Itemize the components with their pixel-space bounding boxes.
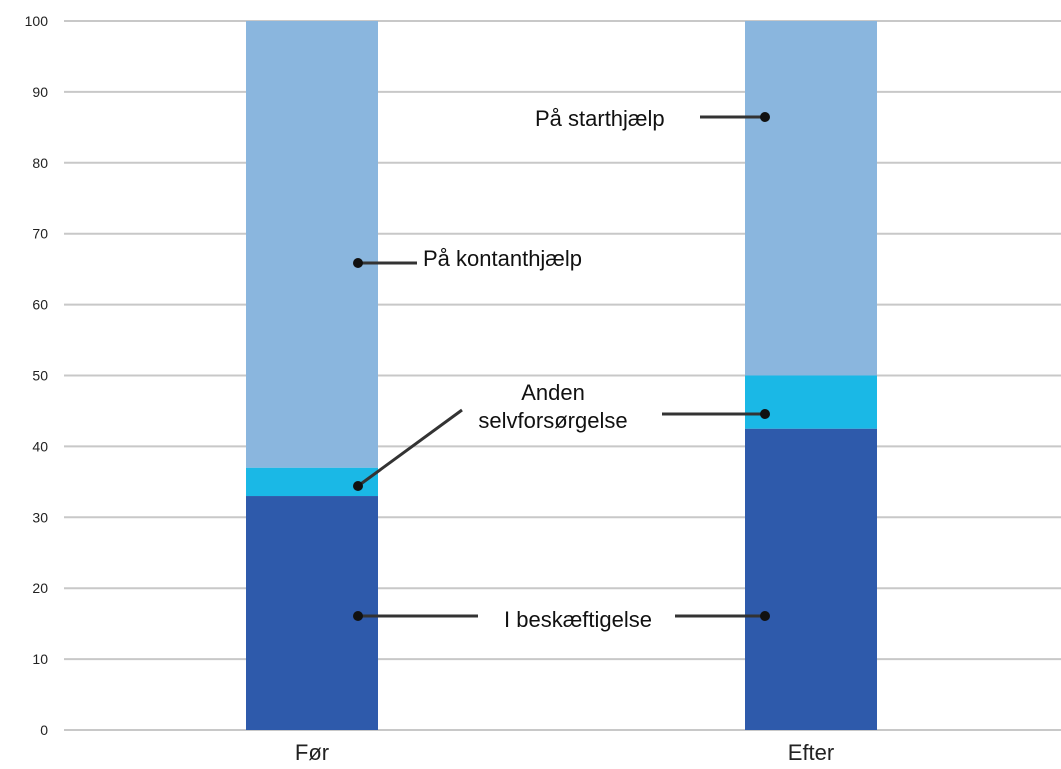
y-tick-label: 80: [32, 155, 48, 171]
bar-segment: [246, 21, 378, 468]
y-tick-label: 40: [32, 438, 48, 454]
gridlines: [64, 20, 1061, 731]
annotation-label: Anden selvforsørgelse: [478, 380, 627, 433]
y-tick-label: 60: [32, 297, 48, 313]
annotation-marker-dot: [760, 112, 770, 122]
y-tick-label: 0: [40, 722, 48, 738]
x-category-label: Før: [295, 740, 329, 765]
annotations: I beskæftigelse Anden selvforsørgelse På ko…: [353, 106, 770, 632]
annotation-marker-dot: [760, 409, 770, 419]
x-axis-category-labels: Før Efter: [295, 740, 834, 765]
y-tick-label: 90: [32, 84, 48, 100]
annotation-label: I beskæftigelse: [504, 607, 652, 632]
bar-segment: [745, 428, 877, 730]
y-tick-label: 30: [32, 509, 48, 525]
annotation-marker-dot: [353, 481, 363, 491]
annotation-leader-line: [357, 408, 463, 488]
y-tick-label: 70: [32, 226, 48, 242]
annotation-label: På kontanthjælp: [423, 246, 582, 271]
annotation-label-line: Anden: [521, 380, 585, 405]
annotation-label-line: I beskæftigelse: [504, 607, 652, 632]
y-tick-label: 50: [32, 368, 48, 384]
annotation-label-line: På kontanthjælp: [423, 246, 582, 271]
y-axis-tick-labels: 0 10 20 30 40 50 60 70 80 90 100: [25, 13, 49, 738]
annotation-marker-dot: [353, 258, 363, 268]
y-tick-label: 20: [32, 580, 48, 596]
annotation-label-line: På starthjælp: [535, 106, 665, 131]
annotation-marker-dot: [760, 611, 770, 621]
bar-segment: [745, 375, 877, 429]
annotation-label-line: selvforsørgelse: [478, 408, 627, 433]
y-tick-label: 10: [32, 651, 48, 667]
x-category-label: Efter: [788, 740, 834, 765]
annotation-marker-dot: [353, 611, 363, 621]
annotation-label: På starthjælp: [535, 106, 665, 131]
bar-segment: [745, 21, 877, 376]
y-tick-label: 100: [25, 13, 49, 29]
